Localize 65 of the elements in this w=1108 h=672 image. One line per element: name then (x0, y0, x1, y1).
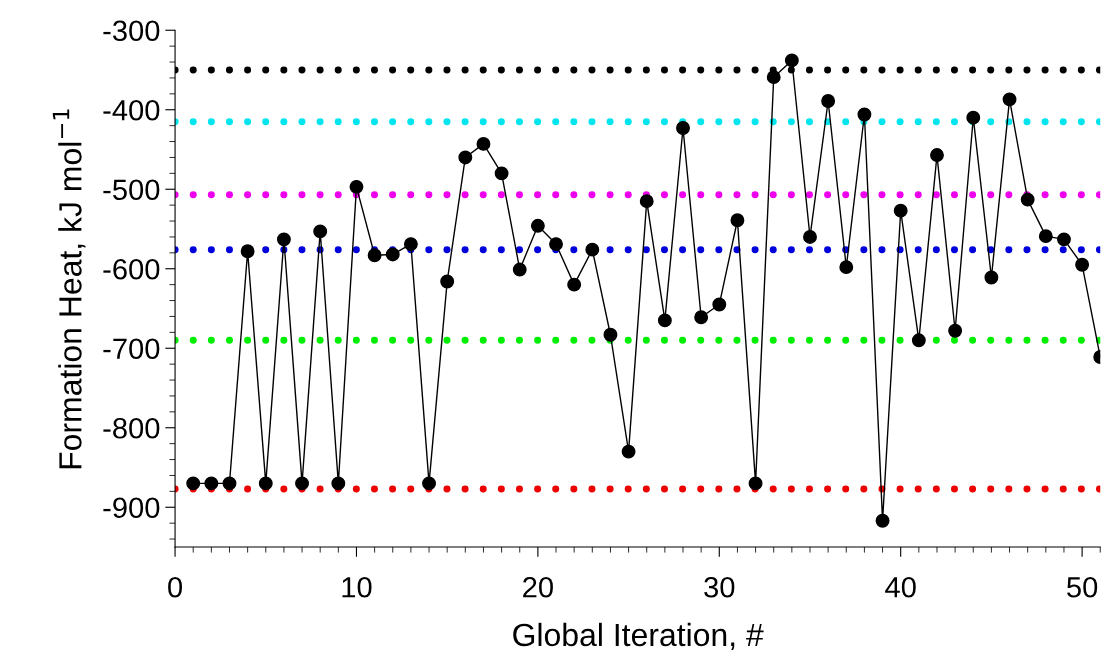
y-tick-label: -900 (103, 497, 160, 519)
y-tick-label: -400 (103, 99, 160, 121)
point (911, 333, 926, 348)
point (422, 476, 436, 491)
point (349, 179, 364, 194)
point (712, 297, 727, 312)
point (839, 260, 854, 275)
point (966, 110, 981, 125)
point (676, 121, 690, 135)
point (458, 150, 473, 165)
x-tick-label: 40 (885, 576, 916, 598)
point (1020, 192, 1035, 207)
point (585, 242, 600, 257)
point (1075, 257, 1090, 272)
point (385, 247, 400, 262)
point (530, 218, 545, 233)
point (512, 262, 527, 277)
x-tick-label: 0 (168, 576, 183, 598)
y-tick-label: -300 (103, 20, 160, 42)
y-tick-label: -700 (103, 338, 160, 360)
y-tick-label: -500 (103, 179, 160, 201)
x-tick-label: 50 (1067, 576, 1098, 598)
point (694, 310, 709, 325)
point (621, 444, 636, 459)
point (240, 244, 255, 259)
point (857, 107, 872, 122)
point (930, 148, 944, 163)
point (603, 327, 618, 342)
point (204, 476, 219, 491)
y-tick-label: -600 (103, 258, 160, 280)
point (440, 274, 455, 289)
y-tick-label: -800 (103, 417, 160, 439)
x-tick-label: 10 (342, 576, 372, 598)
point (893, 203, 908, 218)
point (821, 94, 836, 108)
point (1038, 229, 1053, 244)
point (276, 232, 291, 247)
point (875, 513, 890, 528)
point (567, 277, 582, 292)
point (730, 213, 745, 228)
point (657, 313, 672, 328)
point (1057, 232, 1071, 247)
point (403, 237, 418, 252)
point (639, 194, 654, 209)
point (549, 237, 563, 252)
point (948, 323, 963, 338)
point (1002, 92, 1017, 107)
point (222, 476, 237, 491)
point (476, 136, 491, 151)
point (748, 476, 763, 491)
point (258, 476, 273, 491)
point (367, 248, 382, 263)
point (295, 476, 309, 491)
point (331, 476, 346, 491)
x-tick-label: 20 (523, 576, 553, 598)
point (766, 70, 781, 85)
point (784, 53, 799, 68)
x-tick-label: 30 (704, 576, 735, 598)
point (186, 476, 201, 491)
point (313, 224, 328, 239)
x-axis-title: Global Iteration, # (513, 622, 764, 651)
y-axis-title: Formation Heat, kJ mol$^{−1}$ (52, 109, 86, 469)
point (984, 270, 999, 285)
point (494, 166, 509, 181)
point (803, 230, 817, 244)
